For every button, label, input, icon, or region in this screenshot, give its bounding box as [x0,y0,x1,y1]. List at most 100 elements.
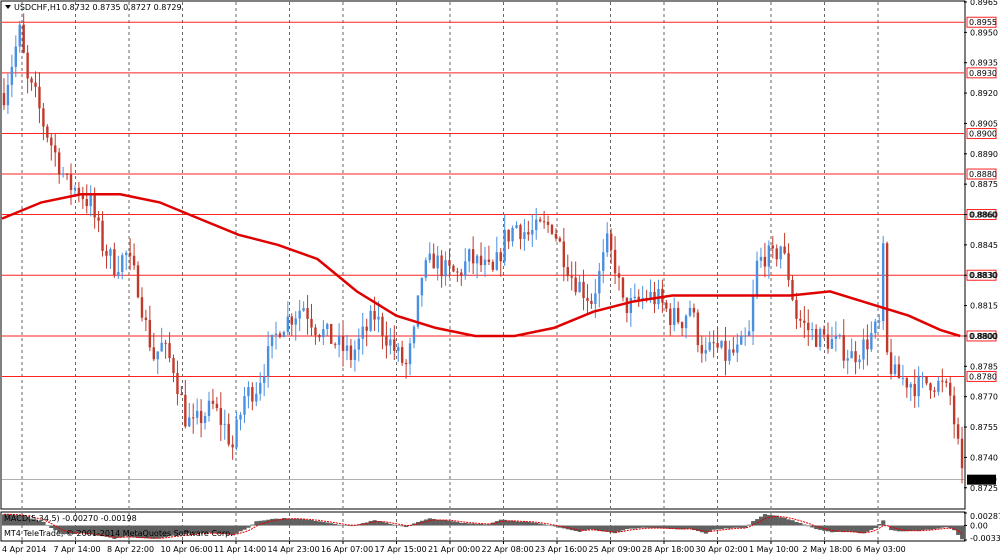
candle-body [50,137,53,146]
candle-body [921,376,924,378]
macd-bar [628,525,634,529]
candle-body [700,345,704,354]
dropdown-triangle-icon[interactable] [5,5,11,9]
macd-bar [238,525,243,532]
candle-body [826,334,830,349]
candle-body [215,403,219,409]
chart-title: USDCHF,H1 [14,3,61,12]
macd-bar [191,525,196,534]
candle-body [211,400,215,404]
macd-bar [372,520,377,526]
macd-bar [814,525,819,530]
candle-body [302,308,305,311]
price-tick-label: 0.8950 [970,28,998,37]
candle-body [140,297,144,318]
candle-body [172,357,175,374]
macd-bar [557,525,563,528]
macd-bar [940,525,945,528]
candle-body [180,394,183,396]
macd-bar [727,525,732,529]
price-levels [2,21,964,480]
macd-bar [656,525,661,529]
macd-bar [159,525,164,538]
candle-body [231,444,234,448]
macd-bar [171,525,176,536]
candle-body [598,270,601,294]
candle-body [361,326,364,339]
candle-body [65,173,69,175]
macd-bar [770,515,775,526]
macd-bar [688,525,693,529]
candle-body [929,383,932,391]
macd-bar [747,524,752,526]
candle-body [259,382,262,394]
candle-body [479,255,483,266]
macd-bar [680,525,685,530]
candle-body [239,414,242,420]
candle-body [775,248,778,260]
macd-bar [774,515,779,526]
macd-bar [100,525,105,537]
candle-body [148,319,152,348]
macd-bar [581,525,586,531]
macd-bar [285,518,291,526]
macd-bar [889,525,894,531]
macd-bar [490,522,496,526]
macd-bar [676,525,681,530]
macd-bar [912,525,917,531]
time-tick-label: 14 Apr 23:00 [268,545,320,554]
macd-bar [321,522,326,526]
macd-bar [857,525,862,534]
macd-bar [69,525,74,534]
macd-bar [108,525,113,538]
candle-body [416,295,420,327]
macd-tick-label: -0.00332 [970,534,1000,543]
macd-bar [707,525,712,532]
candle-body [424,260,428,278]
candle-body [286,316,290,332]
time-tick-label: 1 May 10:00 [749,545,799,554]
price-tick-label: 0.8755 [970,423,998,432]
candle-body [369,310,372,331]
time-tick-label: 10 Apr 06:00 [161,545,213,554]
macd-bar [920,525,925,531]
candle-body [266,346,270,377]
macd-bar [226,525,231,535]
macd-bar [723,525,728,529]
candle-body [188,417,191,427]
candle-body [558,238,562,242]
macd-tick-label: 0.00 [970,522,988,531]
price-tick-label: 0.8740 [970,453,998,462]
macd-bar [514,521,519,526]
price-level-label: 0.8800 [969,332,997,341]
candle-body [531,229,534,235]
candles [2,13,964,484]
candle-body [77,187,81,196]
macd-bar [242,525,247,530]
macd-bar [65,525,70,534]
candle-body [199,410,203,424]
candle-body [649,291,652,299]
macd-bar [589,525,594,530]
macd-bar [179,525,184,535]
candle-body [688,307,692,316]
macd-bar [463,522,468,526]
candle-body [452,265,455,272]
price-tick-label: 0.8770 [970,393,998,402]
macd-bar [790,520,795,526]
macd-bar [703,525,708,534]
candle-body [747,331,751,336]
candle-body [625,297,629,313]
copyright-text: MT4 TeleTrade, © 2001-2014 MetaQuotes So… [4,529,233,538]
macd-bar [585,525,590,530]
macd-bar [132,525,137,538]
candle-body [787,253,790,280]
candle-body [326,323,329,330]
candle-body [527,232,530,235]
macd-bar [471,523,476,526]
macd-bar [151,525,156,539]
candle-body [357,338,361,350]
candle-body [696,312,700,346]
macd-bar [829,525,835,533]
macd-signal-line [4,513,963,539]
